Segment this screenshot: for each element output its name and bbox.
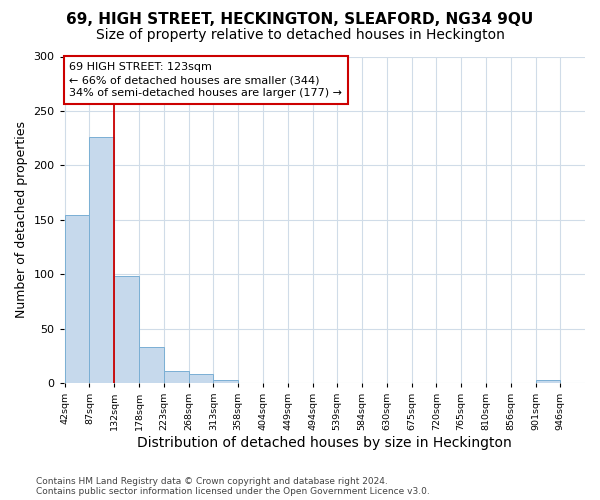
Bar <box>164 371 188 383</box>
Bar <box>114 276 139 383</box>
Bar <box>89 137 114 383</box>
Text: 69, HIGH STREET, HECKINGTON, SLEAFORD, NG34 9QU: 69, HIGH STREET, HECKINGTON, SLEAFORD, N… <box>67 12 533 28</box>
Text: 69 HIGH STREET: 123sqm
← 66% of detached houses are smaller (344)
34% of semi-de: 69 HIGH STREET: 123sqm ← 66% of detached… <box>69 62 342 98</box>
Text: Contains HM Land Registry data © Crown copyright and database right 2024.: Contains HM Land Registry data © Crown c… <box>36 477 388 486</box>
Y-axis label: Number of detached properties: Number of detached properties <box>15 121 28 318</box>
Bar <box>139 347 164 383</box>
Bar <box>214 380 238 383</box>
Bar <box>65 216 89 383</box>
Text: Contains public sector information licensed under the Open Government Licence v3: Contains public sector information licen… <box>36 487 430 496</box>
X-axis label: Distribution of detached houses by size in Heckington: Distribution of detached houses by size … <box>137 436 512 450</box>
Bar <box>188 374 214 383</box>
Bar <box>536 380 560 383</box>
Text: Size of property relative to detached houses in Heckington: Size of property relative to detached ho… <box>95 28 505 42</box>
